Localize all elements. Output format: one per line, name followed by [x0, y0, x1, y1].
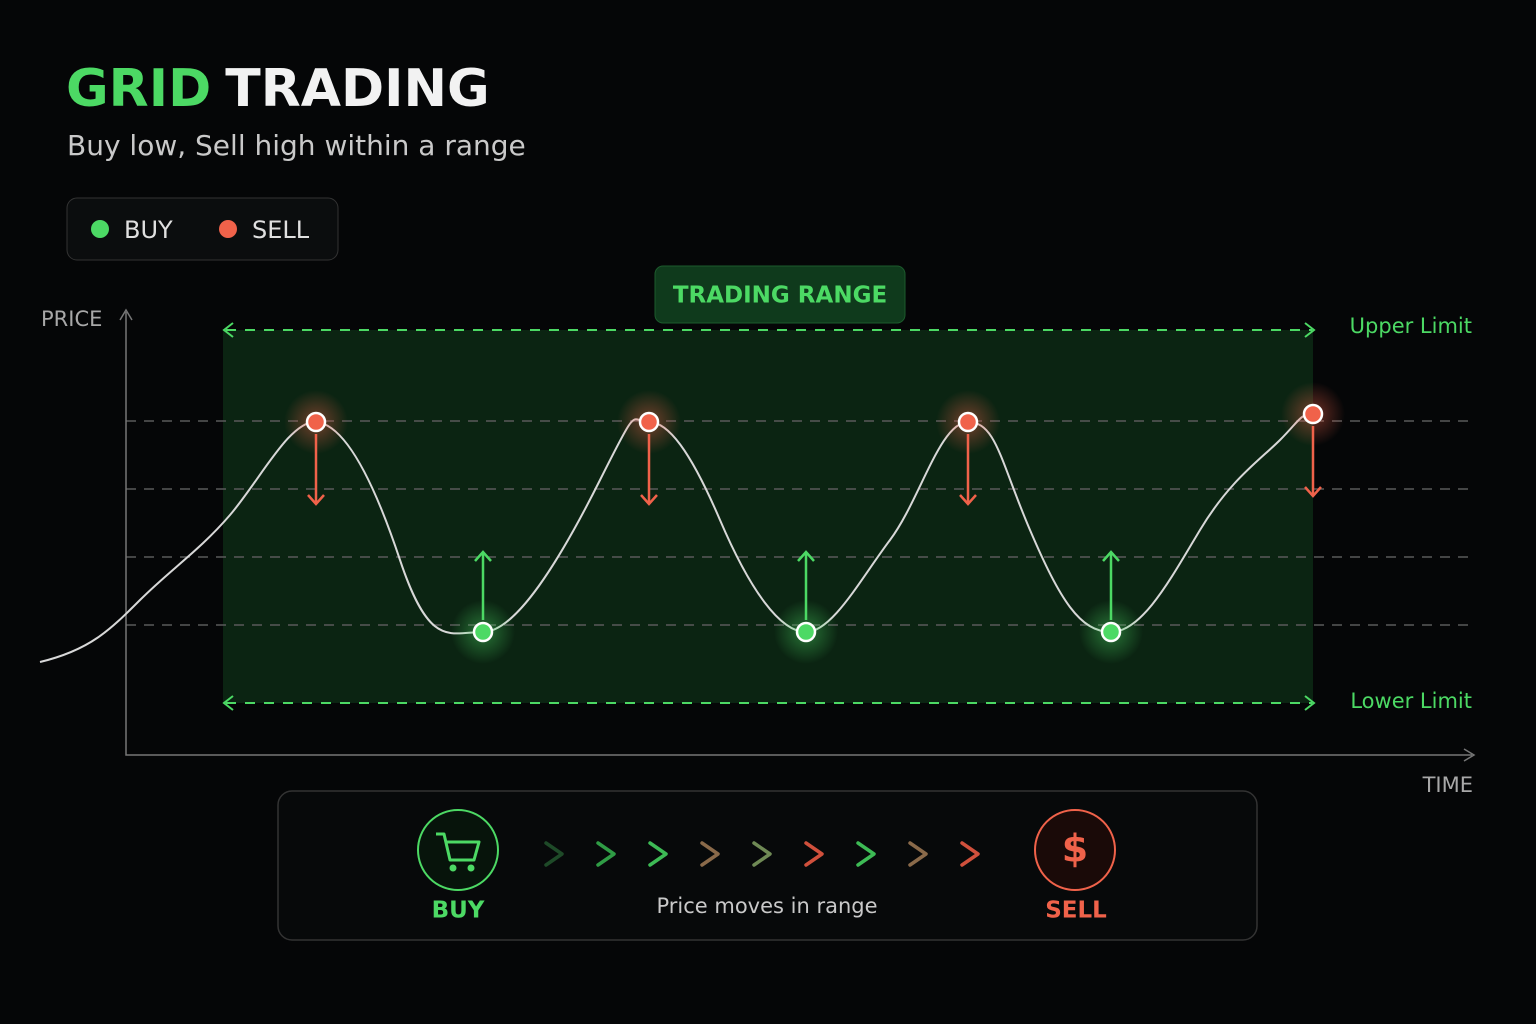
buy-point [1100, 621, 1122, 643]
axes [125, 312, 1472, 756]
sell-arrow-head [1304, 486, 1322, 498]
cart-icon [436, 832, 481, 862]
upper-limit-label: Upper Limit [1350, 314, 1472, 338]
title-rest: TRADING [225, 59, 489, 119]
sell-point [638, 411, 660, 433]
chevron [648, 841, 668, 867]
subtitle: Buy low, Sell high within a range [67, 129, 526, 162]
chevron [700, 841, 720, 867]
legend-sell-dot [219, 220, 237, 238]
y-axis-label: PRICE [41, 307, 102, 331]
chevron [544, 841, 564, 867]
cart-wheel [467, 864, 475, 872]
flow-buy: BUY [432, 898, 485, 924]
range-label: TRADING RANGE [673, 283, 887, 309]
limit-arrow [222, 322, 1316, 338]
sell-point [1302, 403, 1324, 425]
sell-icon-ring [1034, 809, 1116, 891]
buy-icon-ring [417, 809, 499, 891]
title-accent: GRID [66, 59, 211, 119]
legend-buy: BUY [124, 216, 173, 244]
lower-limit-label: Lower Limit [1350, 689, 1472, 713]
shapes [39, 197, 1476, 941]
dollar-icon: $ [1062, 827, 1088, 871]
flow-sell: SELL [1045, 898, 1107, 924]
limit-arrow [222, 695, 1316, 711]
sell-point [305, 411, 327, 433]
title: GRID TRADING [66, 59, 490, 119]
sell-point [957, 411, 979, 433]
buy-arrow-head [797, 550, 815, 562]
axis-arrows [119, 308, 1476, 762]
legend-box [66, 197, 339, 261]
flow-panel [277, 790, 1258, 941]
range-area [223, 330, 1313, 703]
sell-arrow-head [307, 494, 325, 506]
buy-point [472, 621, 494, 643]
x-axis-label: TIME [1422, 773, 1473, 797]
buy-arrow-head [474, 550, 492, 562]
chevron [752, 841, 772, 867]
buy-arrow-head [1102, 550, 1120, 562]
cart-wheel [449, 864, 457, 872]
range-badge [654, 265, 906, 324]
legend-buy-dot [91, 220, 109, 238]
sell-arrow-head [640, 494, 658, 506]
legend-sell: SELL [252, 216, 310, 244]
chevron [596, 841, 616, 867]
sell-arrow-head [959, 494, 977, 506]
chevron [804, 841, 824, 867]
chevron [960, 841, 980, 867]
chevron [856, 841, 876, 867]
flow-caption: Price moves in range [656, 894, 877, 918]
buy-point [795, 621, 817, 643]
chevron [908, 841, 928, 867]
